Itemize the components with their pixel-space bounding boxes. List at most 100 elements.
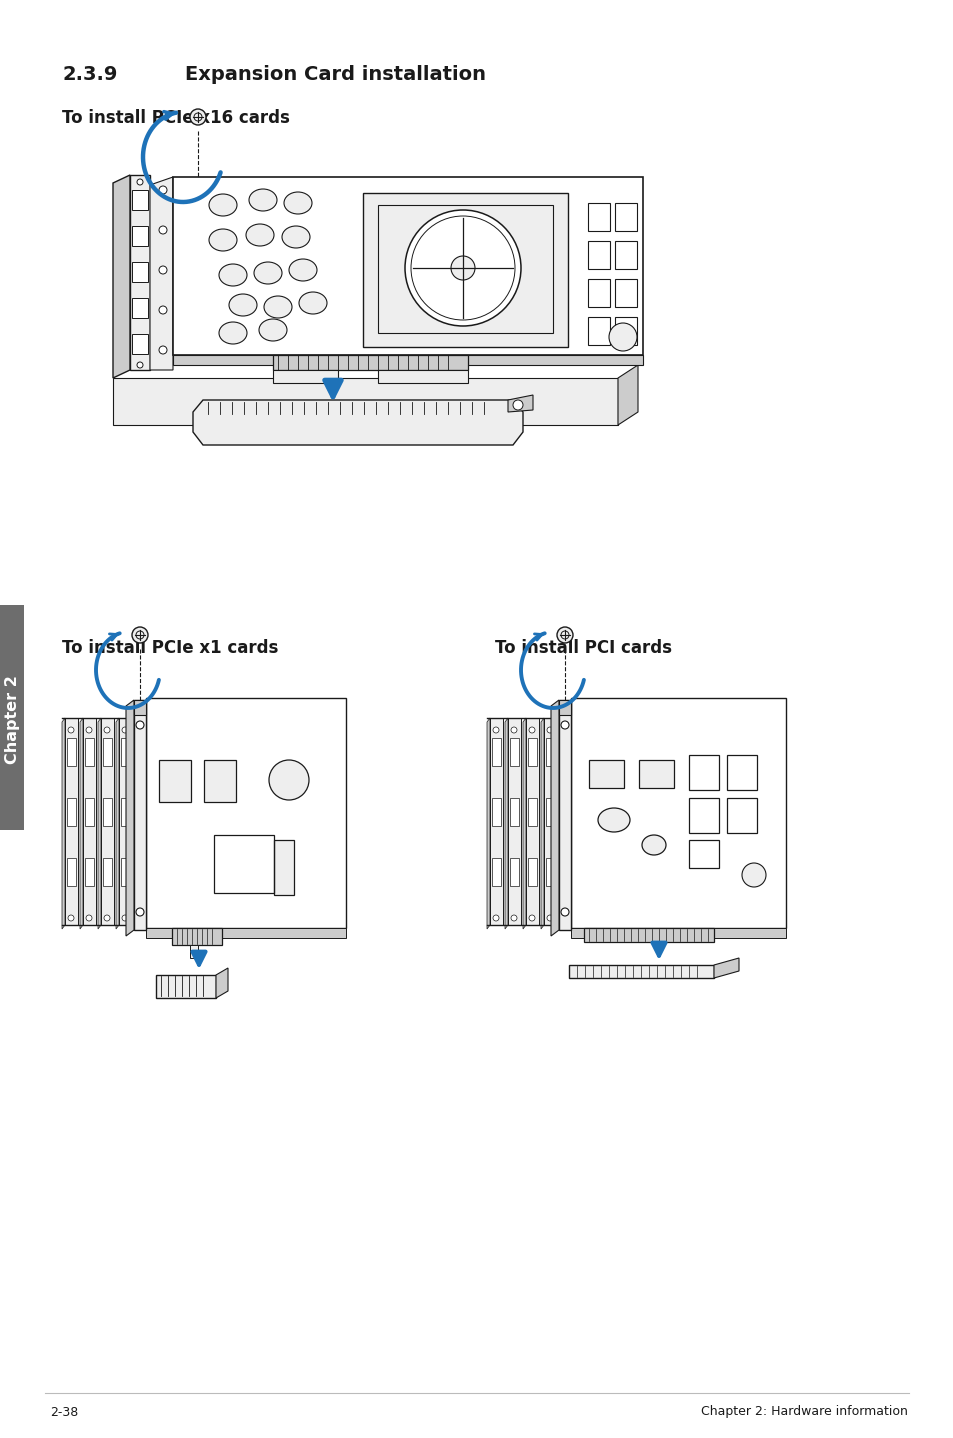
Polygon shape [510,858,518,886]
Polygon shape [119,718,132,925]
Polygon shape [133,700,146,715]
Polygon shape [172,928,222,945]
Polygon shape [83,718,96,925]
Circle shape [136,907,144,916]
Polygon shape [85,798,94,825]
Polygon shape [121,798,130,825]
Polygon shape [558,700,571,930]
Ellipse shape [249,188,276,211]
Polygon shape [172,355,642,365]
Polygon shape [486,718,490,929]
Polygon shape [273,370,337,383]
Circle shape [511,915,517,920]
Circle shape [136,720,144,729]
Bar [688,755,719,789]
Polygon shape [126,700,133,936]
Circle shape [560,907,568,916]
Bar [274,840,294,894]
Ellipse shape [258,319,287,341]
Circle shape [159,226,167,234]
Circle shape [493,728,498,733]
Circle shape [546,728,553,733]
Circle shape [122,728,128,733]
Polygon shape [492,798,500,825]
Ellipse shape [219,322,247,344]
Circle shape [159,186,167,194]
Ellipse shape [282,226,310,247]
Bar [587,279,609,306]
Circle shape [608,324,637,351]
Bar [639,761,673,788]
Ellipse shape [641,835,665,856]
Polygon shape [545,798,555,825]
Bar [726,798,757,833]
Text: 2.3.9: 2.3.9 [62,66,117,85]
Polygon shape [85,738,94,766]
Bar [726,755,757,789]
Text: Chapter 2: Chapter 2 [5,676,19,765]
Polygon shape [571,697,785,928]
Bar [159,761,191,802]
Circle shape [511,728,517,733]
Bar [615,242,637,269]
Text: To install PCI cards: To install PCI cards [495,638,671,657]
Circle shape [104,915,110,920]
Circle shape [560,720,568,729]
Polygon shape [558,700,571,715]
Polygon shape [130,175,150,370]
Ellipse shape [209,194,236,216]
Polygon shape [525,718,538,925]
Polygon shape [133,700,146,930]
Polygon shape [490,718,502,925]
Ellipse shape [246,224,274,246]
Polygon shape [146,928,346,938]
Circle shape [269,761,309,800]
Polygon shape [527,738,537,766]
Circle shape [137,362,143,368]
Circle shape [513,400,522,410]
Polygon shape [571,928,785,938]
Polygon shape [132,226,148,246]
Polygon shape [98,718,101,929]
Polygon shape [618,365,638,426]
Circle shape [741,863,765,887]
Circle shape [86,728,91,733]
Polygon shape [121,738,130,766]
Bar [213,835,274,893]
Ellipse shape [284,193,312,214]
Circle shape [159,347,167,354]
Bar [204,761,235,802]
Polygon shape [85,858,94,886]
Polygon shape [121,858,130,886]
Polygon shape [132,334,148,354]
Bar [688,840,719,869]
Ellipse shape [298,292,327,313]
Text: 2-38: 2-38 [50,1405,78,1418]
Polygon shape [522,718,525,929]
Polygon shape [273,355,468,370]
Polygon shape [527,858,537,886]
Polygon shape [156,975,215,998]
Polygon shape [80,718,83,929]
Polygon shape [504,718,507,929]
FancyBboxPatch shape [0,605,24,830]
Circle shape [557,627,573,643]
Polygon shape [67,738,76,766]
Polygon shape [116,718,119,929]
Bar [688,798,719,833]
Circle shape [159,266,167,275]
Polygon shape [103,798,112,825]
Polygon shape [713,958,739,978]
Bar [587,203,609,232]
Circle shape [190,109,206,125]
Bar [588,761,623,788]
Polygon shape [568,965,713,978]
Text: Chapter 2: Hardware information: Chapter 2: Hardware information [700,1405,907,1418]
Circle shape [451,256,475,280]
Text: Expansion Card installation: Expansion Card installation [185,66,485,85]
Polygon shape [62,718,65,929]
Polygon shape [492,738,500,766]
Polygon shape [193,400,522,444]
Circle shape [68,728,74,733]
Polygon shape [132,262,148,282]
